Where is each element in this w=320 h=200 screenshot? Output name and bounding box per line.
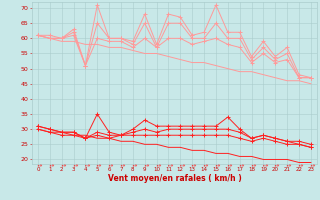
Text: ↗: ↗ <box>141 162 148 169</box>
Text: ↗: ↗ <box>58 162 65 169</box>
Text: ↗: ↗ <box>94 162 101 169</box>
Text: ↗: ↗ <box>165 162 172 169</box>
Text: ↗: ↗ <box>177 162 184 169</box>
Text: ↗: ↗ <box>224 162 231 169</box>
Text: ↗: ↗ <box>153 162 160 169</box>
Text: ↗: ↗ <box>70 162 77 169</box>
Text: ↗: ↗ <box>308 162 314 169</box>
Text: ↗: ↗ <box>46 162 53 169</box>
Text: ↗: ↗ <box>201 162 207 169</box>
Text: ↗: ↗ <box>272 162 279 169</box>
Text: ↗: ↗ <box>296 162 302 169</box>
Text: ↗: ↗ <box>130 162 136 169</box>
Text: ↗: ↗ <box>284 162 291 169</box>
Text: ↗: ↗ <box>260 162 267 169</box>
Text: ↗: ↗ <box>212 162 219 169</box>
X-axis label: Vent moyen/en rafales ( km/h ): Vent moyen/en rafales ( km/h ) <box>108 174 241 183</box>
Text: ↗: ↗ <box>248 162 255 169</box>
Text: ↗: ↗ <box>35 162 41 169</box>
Text: ↗: ↗ <box>106 162 113 169</box>
Text: ↗: ↗ <box>189 162 196 169</box>
Text: ↗: ↗ <box>117 162 124 169</box>
Text: ↗: ↗ <box>236 162 243 169</box>
Text: ↗: ↗ <box>82 162 89 169</box>
